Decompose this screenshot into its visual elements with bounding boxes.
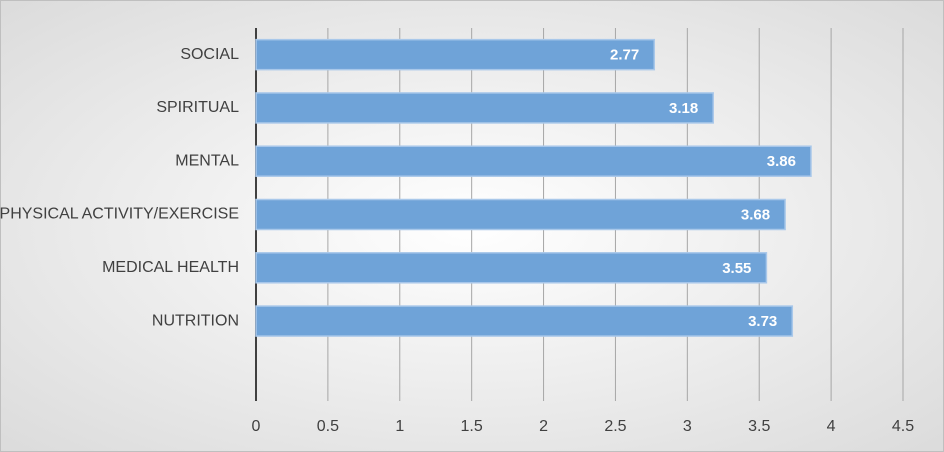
bar: [255, 252, 768, 284]
value-label: 2.77: [610, 47, 639, 64]
y-tick-label: SOCIAL: [180, 46, 239, 63]
value-label: 3.18: [669, 100, 698, 117]
y-tick-label: MEDICAL HEALTH: [102, 259, 239, 276]
y-tick-label: SPIRITUAL: [156, 99, 239, 116]
x-tick-label: 4: [827, 418, 836, 435]
x-tick-label: 2: [539, 418, 548, 435]
x-tick-label: 3.5: [748, 418, 770, 435]
y-tick-label: NUTRITION: [152, 312, 239, 329]
value-label: 3.68: [741, 206, 770, 223]
bar: [255, 198, 786, 231]
y-tick-label: PHYSICAL ACTIVITY/EXERCISE: [0, 206, 239, 223]
value-label: 3.73: [748, 313, 777, 330]
bar: [255, 305, 794, 337]
x-tick-label: 0.5: [317, 418, 339, 435]
x-tick-label: 1.5: [461, 418, 483, 435]
x-tick-label: 0: [252, 418, 261, 435]
bar: [255, 38, 656, 71]
x-tick-label: 2.5: [604, 418, 626, 435]
x-tick-label: 4.5: [892, 418, 914, 435]
value-label: 3.55: [722, 260, 751, 277]
bar: [255, 145, 812, 177]
bar: [255, 92, 714, 124]
y-tick-label: MENTAL: [175, 152, 239, 169]
value-label: 3.86: [767, 153, 796, 170]
x-tick-label: 3: [683, 418, 692, 435]
x-tick-label: 1: [395, 418, 404, 435]
